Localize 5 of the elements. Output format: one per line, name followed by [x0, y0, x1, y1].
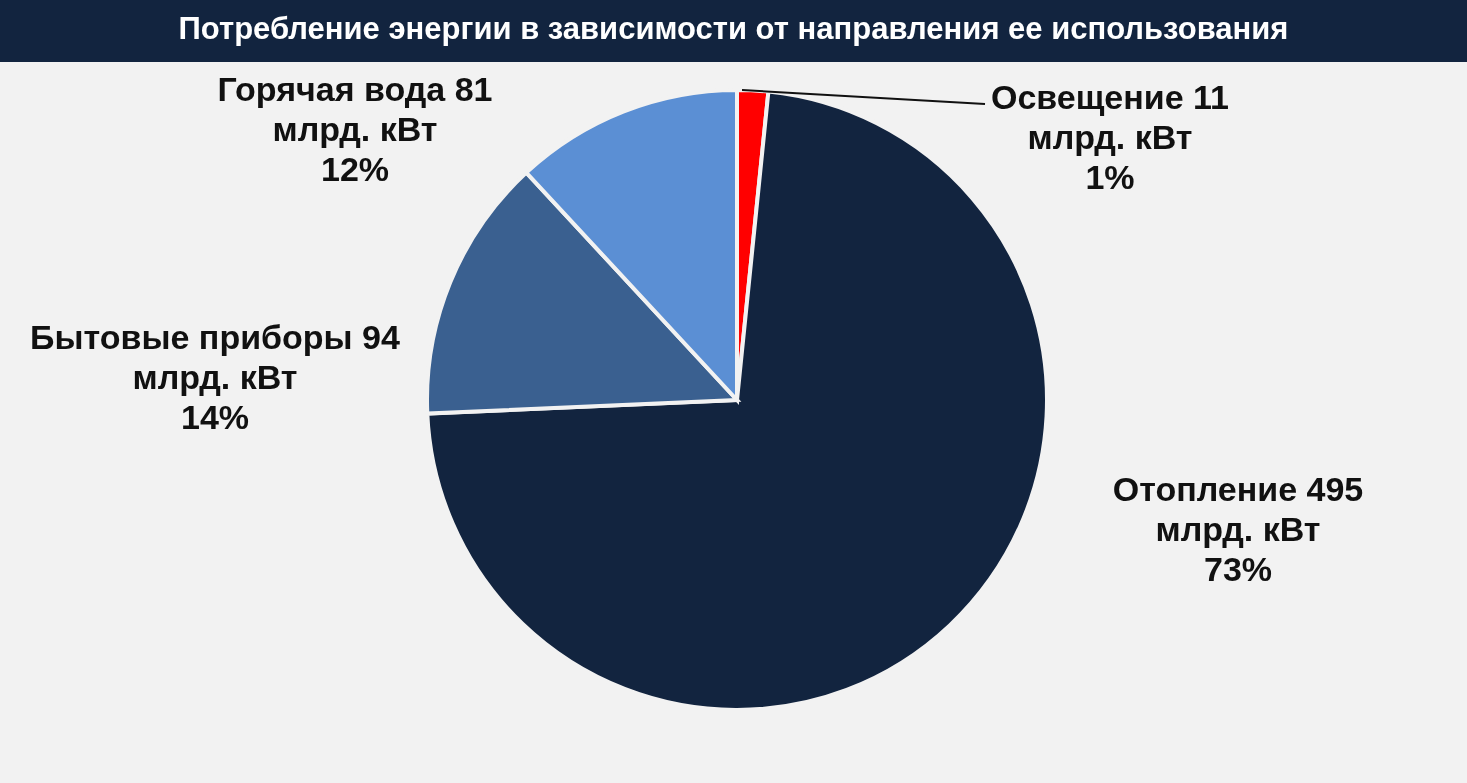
chart-title: Потребление энергии в зависимости от направления ее использования — [0, 0, 1467, 62]
slice-label: Отопление 495 млрд. кВт 73% — [1112, 470, 1364, 588]
slice-label: Бытовые приборы 94 млрд. кВт 14% — [30, 318, 400, 436]
slice-label: Освещение 11 млрд. кВт 1% — [990, 78, 1230, 196]
slice-label: Горячая вода 81 млрд. кВт 12% — [217, 70, 493, 188]
